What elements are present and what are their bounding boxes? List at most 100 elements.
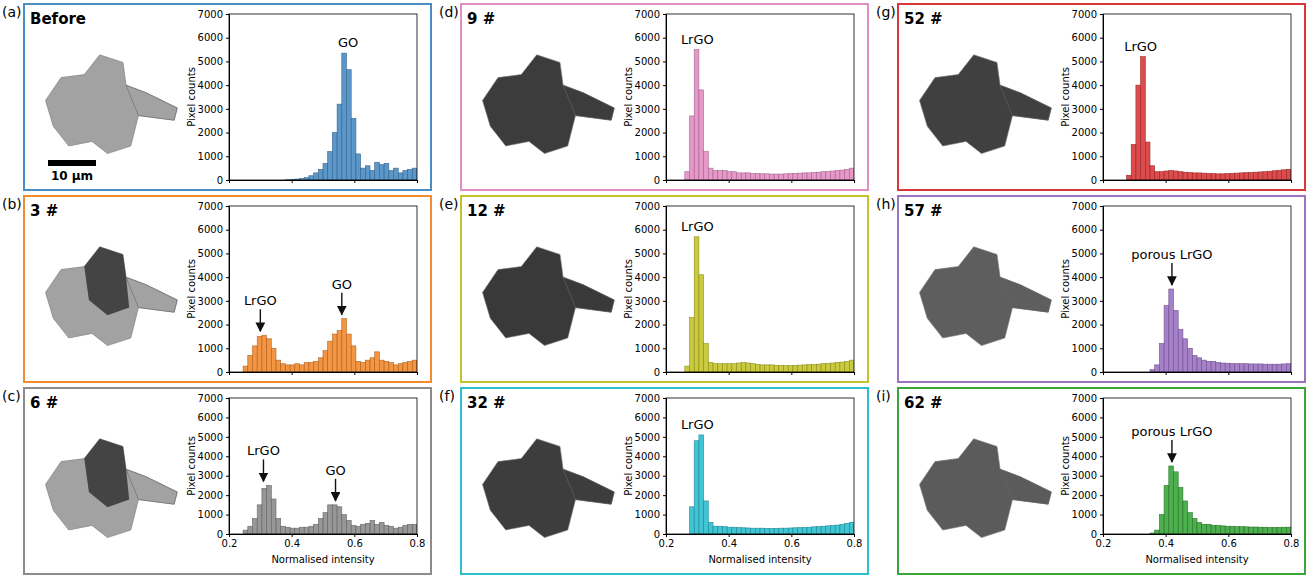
histogram-bar bbox=[732, 172, 737, 180]
y-tick-label: 1000 bbox=[1072, 343, 1097, 354]
histogram-bar bbox=[248, 526, 253, 534]
histogram-bar bbox=[1183, 339, 1188, 372]
y-tick-label: 5000 bbox=[1072, 56, 1097, 67]
x-tick: 0.2 bbox=[222, 534, 238, 549]
x-tick-label: 0.2 bbox=[659, 538, 675, 549]
x-tick-mark bbox=[666, 180, 667, 183]
panel-title: 6 # bbox=[30, 394, 58, 412]
x-tick-mark bbox=[1103, 372, 1104, 375]
panel-border bbox=[24, 4, 431, 190]
y-tick-mark bbox=[663, 417, 666, 418]
x-tick bbox=[1291, 180, 1292, 183]
y-tick-mark bbox=[226, 325, 229, 326]
histogram-bar bbox=[248, 355, 253, 372]
annotation: LrGO bbox=[681, 32, 714, 47]
histogram-bar bbox=[849, 360, 854, 372]
y-tick-mark bbox=[663, 348, 666, 349]
y-tick: 7000 bbox=[198, 393, 229, 404]
y-tick-mark bbox=[663, 301, 666, 302]
x-axis-line bbox=[1104, 535, 1292, 538]
histogram-bar bbox=[1253, 364, 1258, 372]
y-tick-mark bbox=[663, 14, 666, 15]
x-tick bbox=[229, 372, 230, 375]
histogram-bar bbox=[281, 364, 286, 372]
scale-bar bbox=[48, 160, 96, 166]
micrograph-flake bbox=[483, 247, 615, 346]
y-tick-mark bbox=[226, 180, 229, 181]
y-axis: 01000200030004000500060007000 bbox=[1072, 393, 1104, 540]
x-tick-label: 0.6 bbox=[784, 538, 800, 549]
y-tick-label: 5000 bbox=[1072, 432, 1097, 443]
histogram-bar bbox=[295, 528, 300, 534]
y-tick-mark bbox=[1100, 230, 1103, 231]
histogram-bar bbox=[1282, 364, 1287, 372]
histogram-bar bbox=[699, 435, 704, 534]
scale-bar-label: 10 μm bbox=[51, 169, 93, 183]
histogram-bar bbox=[849, 168, 854, 180]
y-axis-line bbox=[663, 399, 667, 535]
y-axis-title: Pixel counts bbox=[623, 436, 634, 496]
histogram-bar bbox=[337, 331, 342, 373]
y-tick-label: 1000 bbox=[1072, 509, 1097, 520]
x-tick: 0.6 bbox=[1221, 534, 1237, 549]
y-tick-label: 6000 bbox=[198, 32, 223, 43]
y-tick: 1000 bbox=[1072, 151, 1103, 162]
y-tick: 5000 bbox=[635, 56, 666, 67]
histogram-bar bbox=[1286, 364, 1291, 372]
x-tick-label: 0.8 bbox=[1284, 538, 1300, 549]
y-tick-label: 7000 bbox=[198, 201, 223, 212]
y-tick-mark bbox=[1100, 515, 1103, 516]
histogram-bar bbox=[342, 515, 347, 534]
y-axis-title: Pixel counts bbox=[1060, 436, 1071, 496]
histogram-bar bbox=[788, 174, 793, 180]
annotation: LrGO bbox=[681, 417, 714, 432]
histogram-bar bbox=[826, 526, 831, 534]
x-axis-line bbox=[667, 373, 855, 376]
y-tick: 6000 bbox=[198, 412, 229, 423]
y-axis-title: Pixel counts bbox=[623, 67, 634, 127]
y-tick: 7000 bbox=[1072, 393, 1103, 404]
y-tick: 4000 bbox=[198, 451, 229, 462]
histogram-bar bbox=[849, 522, 854, 534]
histogram-bar bbox=[1235, 364, 1240, 372]
histogram-bar bbox=[1272, 171, 1277, 180]
x-tick bbox=[1228, 372, 1229, 375]
histogram-bar bbox=[1197, 358, 1202, 372]
y-tick-label: 1000 bbox=[198, 151, 223, 162]
y-tick-label: 1000 bbox=[635, 343, 660, 354]
histogram-bar bbox=[802, 173, 807, 180]
histogram-bar bbox=[722, 527, 727, 534]
y-tick-mark bbox=[1100, 133, 1103, 134]
y-tick-label: 1000 bbox=[635, 151, 660, 162]
y-tick: 3000 bbox=[198, 296, 229, 307]
histogram-bar bbox=[1268, 364, 1273, 372]
x-tick: 0.4 bbox=[284, 534, 300, 549]
histogram-bar bbox=[1202, 360, 1207, 372]
histogram-bar bbox=[1253, 527, 1258, 534]
plot-background bbox=[666, 206, 854, 372]
panel-border bbox=[24, 388, 431, 574]
histogram-bar bbox=[1230, 526, 1235, 534]
bars bbox=[1150, 289, 1291, 372]
y-tick-mark bbox=[1100, 437, 1103, 438]
x-tick-label: 0.2 bbox=[1096, 538, 1112, 549]
x-tick-label: 0.6 bbox=[347, 538, 363, 549]
histogram-bar bbox=[309, 363, 314, 372]
panel-title: 9 # bbox=[467, 10, 495, 28]
y-tick: 4000 bbox=[635, 80, 666, 91]
histogram-bar bbox=[812, 172, 817, 180]
y-axis-title: Pixel counts bbox=[1060, 67, 1071, 127]
histogram-bar bbox=[365, 360, 370, 372]
y-tick-label: 4000 bbox=[635, 451, 660, 462]
annotation: LrGO bbox=[244, 293, 277, 308]
histogram-bar bbox=[741, 528, 746, 534]
y-tick-mark bbox=[1100, 109, 1103, 110]
histogram-bar bbox=[375, 524, 380, 534]
histogram-bar bbox=[690, 317, 695, 372]
y-tick-mark bbox=[663, 437, 666, 438]
y-tick-label: 7000 bbox=[1072, 393, 1097, 404]
y-tick: 7000 bbox=[635, 9, 666, 20]
histogram-bar bbox=[1155, 172, 1160, 180]
y-axis-title: Pixel counts bbox=[1060, 259, 1071, 319]
histogram-bar bbox=[704, 501, 709, 534]
